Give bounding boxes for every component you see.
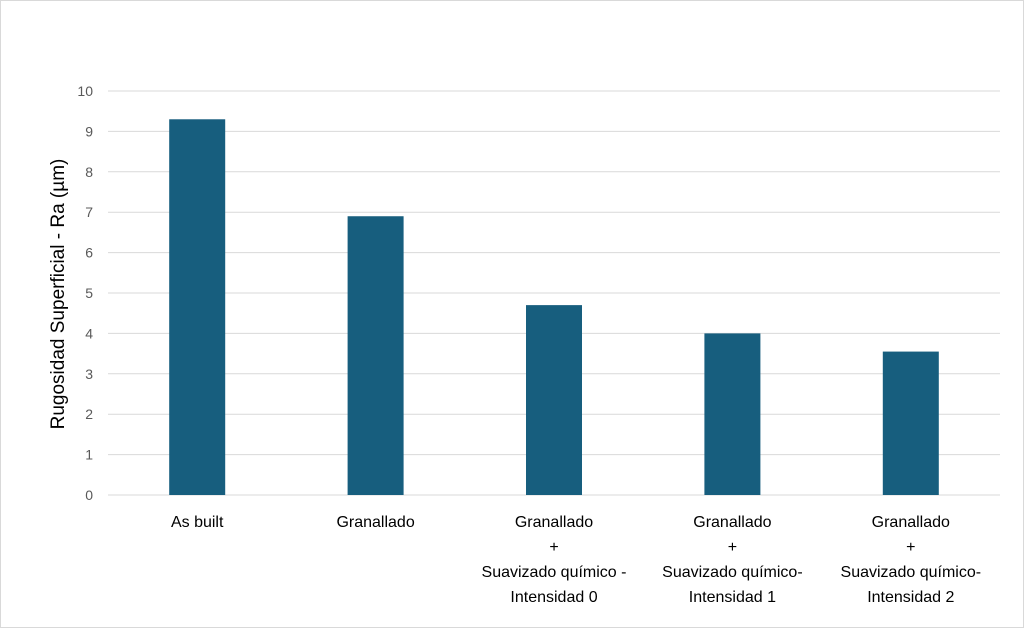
bar	[704, 333, 761, 495]
x-category-label: +	[549, 539, 558, 556]
bar	[347, 216, 404, 496]
y-tick-label: 3	[85, 366, 93, 382]
y-tick-label: 8	[85, 164, 93, 180]
x-category-label: Suavizado químico-	[841, 564, 982, 581]
x-category-label: Granallado	[336, 514, 414, 531]
y-tick-label: 4	[85, 325, 93, 341]
y-tick-label: 0	[85, 487, 93, 503]
x-category-label: +	[728, 539, 737, 556]
gridlines	[108, 90, 1000, 496]
y-axis-label: Rugosidad Superficial - Ra (µm)	[48, 159, 69, 430]
y-tick-label: 5	[85, 285, 93, 301]
y-tick-label: 9	[85, 123, 93, 139]
y-tick-label: 1	[85, 447, 93, 463]
x-category-label: Suavizado químico-	[662, 564, 803, 581]
y-axis-ticks: 0 1 2 3 4 5 6 7 8 9 10	[77, 83, 93, 503]
bar	[169, 119, 226, 495]
x-category-label: Granallado	[693, 514, 771, 531]
x-axis-categories: As built Granallado Granallado + Suavizado q…	[171, 514, 981, 606]
x-category-label: Intensidad 1	[689, 589, 776, 606]
y-tick-label: 10	[77, 83, 93, 99]
bars	[169, 119, 939, 496]
x-category-label: +	[906, 539, 915, 556]
y-tick-label: 6	[85, 245, 93, 261]
bar	[526, 305, 582, 495]
bar	[882, 351, 939, 495]
y-tick-label: 2	[85, 406, 93, 422]
x-category-label: Suavizado químico -	[482, 564, 627, 581]
x-category-label: Granallado	[872, 514, 950, 531]
x-category-label: As built	[171, 514, 224, 531]
x-category-label: Intensidad 2	[867, 589, 954, 606]
x-category-label: Granallado	[515, 514, 593, 531]
x-category-label: Intensidad 0	[510, 589, 597, 606]
y-tick-label: 7	[85, 204, 93, 220]
